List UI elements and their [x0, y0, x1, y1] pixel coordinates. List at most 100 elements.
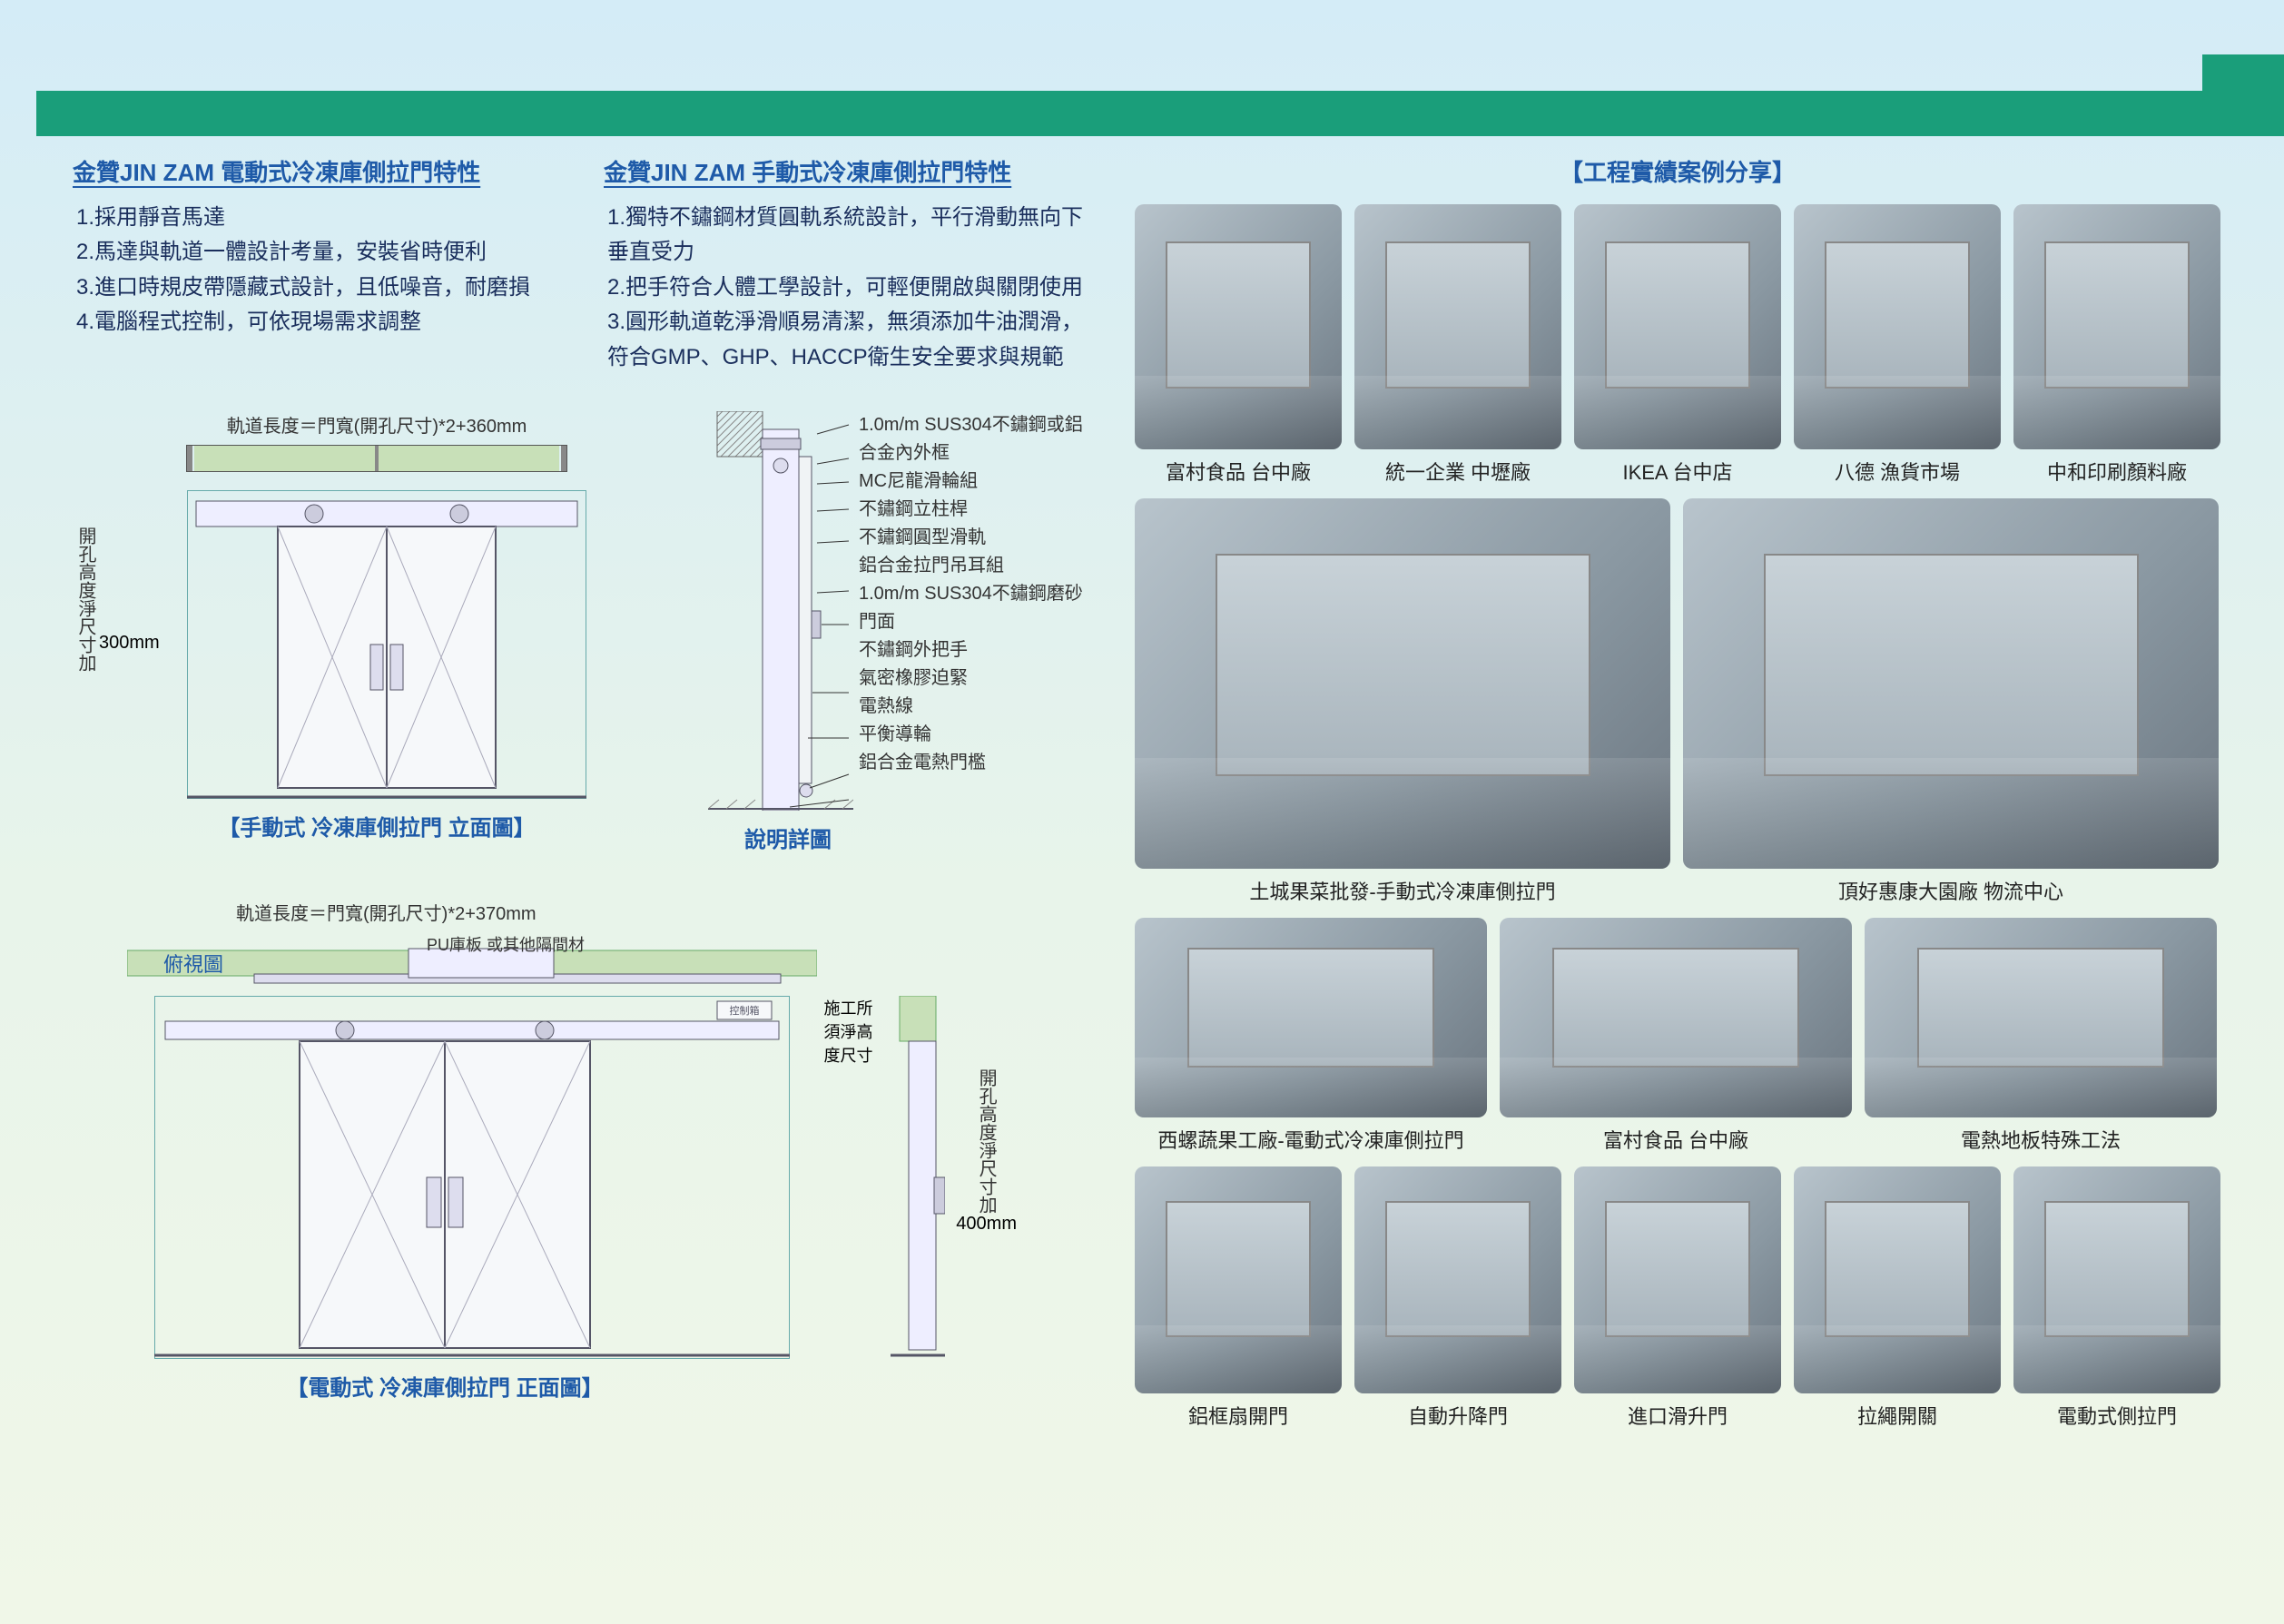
manual-spec: 金贊JIN ZAM 手動式冷凍庫側拉門特性 1.獨特不鏽鋼材質圓軌系統設計，平行… [604, 154, 1098, 375]
photo-placeholder [1574, 1166, 1781, 1393]
list-item: 3.進口時規皮帶隱藏式設計，且低噪音，耐磨損 [73, 271, 567, 305]
callout: 電熱線 [859, 693, 1086, 721]
detail-diagram: 1.0m/m SUS304不鏽鋼或鋁合金內外框 MC尼龍滑輪組 不鏽鋼立柱桿 不… [708, 411, 1098, 853]
gallery-item: 八德 漁貨市場 [1794, 204, 2001, 486]
gallery-caption: 頂好惠康大園廠 物流中心 [1838, 876, 2063, 905]
v-dim-val: 300mm [99, 633, 160, 654]
photo-placeholder [1683, 498, 2219, 869]
photo-placeholder [1135, 204, 1342, 449]
svg-text:控制箱: 控制箱 [730, 1004, 760, 1017]
gallery-caption: 電熱地板特殊工法 [1961, 1125, 2121, 1154]
photo-placeholder [1135, 498, 1670, 869]
gallery-item: 電動式側拉門 [2013, 1166, 2220, 1430]
gallery-title: 【工程實績案例分享】 [1135, 154, 2220, 188]
list-item: 2.把手符合人體工學設計，可輕便開啟與關閉使用 [604, 271, 1098, 305]
gallery-caption: IKEA 台中店 [1622, 457, 1732, 486]
left-column: 金贊JIN ZAM 電動式冷凍庫側拉門特性 1.採用靜音馬達 2.馬達與軌道一體… [73, 154, 1098, 1442]
gallery-caption: 八德 漁貨市場 [1835, 457, 1960, 486]
fig-caption-1: 【手動式 冷凍庫側拉門 立面圖】 [73, 810, 681, 842]
callout: 氣密橡膠迫緊 [859, 664, 1086, 693]
v-dim-label-2: 開孔高度淨尺寸加 [973, 996, 999, 1214]
fig-caption-2: 【電動式 冷凍庫側拉門 正面圖】 [127, 1370, 763, 1402]
callout: MC尼龍滑輪組 [859, 468, 1086, 496]
gallery-row-2: 土城果菜批發-手動式冷凍庫側拉門 頂好惠康大園廠 物流中心 [1135, 498, 2220, 905]
side-note: 施工所須淨高度尺寸 [817, 996, 880, 1359]
gallery-caption: 自動升降門 [1408, 1401, 1508, 1430]
callout: 平衡導輪 [859, 721, 1086, 749]
v-dim-label: 開孔高度淨尺寸加 [73, 490, 99, 672]
callout: 不鏽鋼立柱桿 [859, 496, 1086, 524]
gallery-caption: 富村食品 台中廠 [1603, 1125, 1748, 1154]
gallery-item: 中和印刷顏料廠 [2013, 204, 2220, 486]
gallery-item: 自動升降門 [1354, 1166, 1561, 1430]
v-dim-val-2: 400mm [956, 1214, 1017, 1235]
pu-label: PU庫板 或其他隔間材 [427, 932, 585, 956]
page-content: 金贊JIN ZAM 電動式冷凍庫側拉門特性 1.採用靜音馬達 2.馬達與軌道一體… [0, 154, 2284, 1442]
detail-caption: 說明詳圖 [744, 822, 1098, 853]
electric-title: 金贊JIN ZAM 電動式冷凍庫側拉門特性 [73, 154, 567, 188]
gallery-row-1: 富村食品 台中廠 統一企業 中壢廠 IKEA 台中店 八德 漁貨市場 中和印刷顏料廠 [1135, 204, 2220, 486]
gallery: 【工程實績案例分享】 富村食品 台中廠 統一企業 中壢廠 IKEA 台中店 八德 漁貨… [1135, 154, 2220, 1442]
callout: 不鏽鋼外把手 [859, 636, 1086, 664]
list-item: 2.馬達與軌道一體設計考量，安裝省時便利 [73, 235, 567, 270]
photo-placeholder [2013, 204, 2220, 449]
gallery-item: IKEA 台中店 [1574, 204, 1781, 486]
electric-spec: 金贊JIN ZAM 電動式冷凍庫側拉門特性 1.採用靜音馬達 2.馬達與軌道一體… [73, 154, 567, 375]
photo-placeholder [1794, 1166, 2001, 1393]
gallery-caption: 拉繩開關 [1857, 1401, 1937, 1430]
photo-placeholder [1354, 1166, 1561, 1393]
diagram-manual: 軌道長度＝門寬(開孔尺寸)*2+360mm 開孔高度淨尺寸加 300mm [73, 411, 1098, 853]
callout: 鋁合金拉門吊耳組 [859, 552, 1086, 580]
gallery-caption: 鋁框扇開門 [1188, 1401, 1288, 1430]
list-item: 3.圓形軌道乾淨滑順易清潔，無須添加牛油潤滑，符合GMP、GHP、HACCP衛生… [604, 305, 1098, 375]
electric-section-icon [891, 996, 945, 1359]
track-note-2: 軌道長度＝門寬(開孔尺寸)*2+370mm [236, 899, 1098, 925]
gallery-caption: 中和印刷顏料廠 [2047, 457, 2187, 486]
callout: 1.0m/m SUS304不鏽鋼或鋁合金內外框 [859, 411, 1086, 468]
gallery-item: 西螺蔬果工廠-電動式冷凍庫側拉門 [1135, 918, 1487, 1154]
gallery-caption: 西螺蔬果工廠-電動式冷凍庫側拉門 [1157, 1125, 1463, 1154]
v-dim-text: 開孔高度淨尺寸加 [75, 527, 95, 672]
manual-title: 金贊JIN ZAM 手動式冷凍庫側拉門特性 [604, 154, 1098, 188]
track-note-1: 軌道長度＝門寬(開孔尺寸)*2+360mm [73, 411, 681, 438]
gallery-row-4: 鋁框扇開門 自動升降門 進口滑升門 拉繩開關 電動式側拉門 [1135, 1166, 2220, 1430]
gallery-caption: 統一企業 中壢廠 [1385, 457, 1531, 486]
list-item: 4.電腦程式控制，可依現場需求調整 [73, 305, 567, 340]
gallery-item: 電熱地板特殊工法 [1865, 918, 2217, 1154]
gallery-item: 統一企業 中壢廠 [1354, 204, 1561, 486]
header-stripe [36, 91, 2284, 136]
electric-list: 1.採用靜音馬達 2.馬達與軌道一體設計考量，安裝省時便利 3.進口時規皮帶隱藏… [73, 201, 567, 340]
manual-door-elevation [187, 490, 586, 799]
photo-placeholder [1135, 918, 1487, 1117]
callout: 鋁合金電熱門檻 [859, 749, 1086, 777]
top-view-label: 俯視圖 [163, 949, 223, 978]
photo-placeholder [1500, 918, 1852, 1117]
track-bar-icon [186, 445, 567, 472]
gallery-row-3: 西螺蔬果工廠-電動式冷凍庫側拉門 富村食品 台中廠 電熱地板特殊工法 [1135, 918, 2220, 1154]
photo-placeholder [1794, 204, 2001, 449]
gallery-item: 土城果菜批發-手動式冷凍庫側拉門 [1135, 498, 1670, 905]
list-item: 1.獨特不鏽鋼材質圓軌系統設計，平行滑動無向下垂直受力 [604, 201, 1098, 271]
manual-list: 1.獨特不鏽鋼材質圓軌系統設計，平行滑動無向下垂直受力 2.把手符合人體工學設計… [604, 201, 1098, 375]
list-item: 1.採用靜音馬達 [73, 201, 567, 235]
gallery-item: 進口滑升門 [1574, 1166, 1781, 1430]
photo-placeholder [1354, 204, 1561, 449]
photo-placeholder [2013, 1166, 2220, 1393]
gallery-caption: 電動式側拉門 [2057, 1401, 2177, 1430]
gallery-caption: 土城果菜批發-手動式冷凍庫側拉門 [1249, 876, 1555, 905]
gallery-item: 富村食品 台中廠 [1500, 918, 1852, 1154]
gallery-caption: 進口滑升門 [1628, 1401, 1728, 1430]
callout: 1.0m/m SUS304不鏽鋼磨砂門面 [859, 580, 1086, 636]
gallery-item: 鋁框扇開門 [1135, 1166, 1342, 1430]
photo-placeholder [1865, 918, 2217, 1117]
spec-row: 金贊JIN ZAM 電動式冷凍庫側拉門特性 1.採用靜音馬達 2.馬達與軌道一體… [73, 154, 1098, 375]
photo-placeholder [1135, 1166, 1342, 1393]
gallery-item: 拉繩開關 [1794, 1166, 2001, 1430]
diagram-electric: 軌道長度＝門寬(開孔尺寸)*2+370mm 俯視圖 PU庫板 或其他隔間材 [73, 899, 1098, 1402]
gallery-item: 富村食品 台中廠 [1135, 204, 1342, 486]
gallery-caption: 富村食品 台中廠 [1166, 457, 1311, 486]
photo-placeholder [1574, 204, 1781, 449]
section-detail-icon [708, 411, 853, 811]
gallery-item: 頂好惠康大園廠 物流中心 [1683, 498, 2219, 905]
electric-door-front: 控制箱 [154, 996, 790, 1359]
